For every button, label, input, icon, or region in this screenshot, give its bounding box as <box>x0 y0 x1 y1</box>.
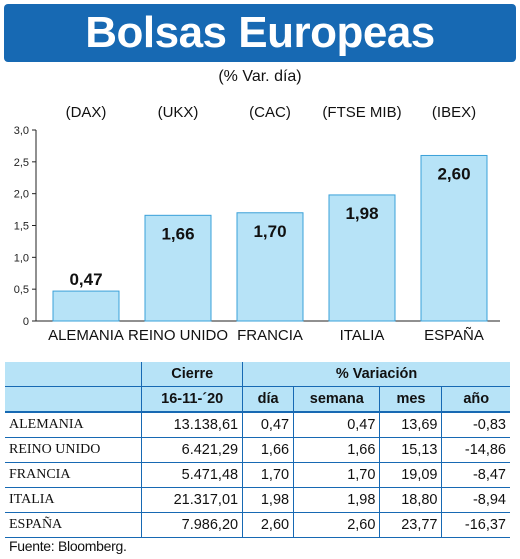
bar <box>52 290 120 322</box>
bar-value-label: 0,47 <box>69 270 102 289</box>
row-country: ESPAÑA <box>5 512 142 538</box>
y-tick-label: 0,5 <box>14 284 29 296</box>
bar-value-label: 1,98 <box>345 204 378 223</box>
row-mes: 13,69 <box>379 412 442 438</box>
index-label: (FTSE MIB) <box>322 104 401 121</box>
row-anio: -16,37 <box>441 512 510 538</box>
bar-value-label: 1,66 <box>161 224 194 243</box>
bar <box>420 154 488 322</box>
bar-value-label: 1,70 <box>253 222 286 241</box>
category-label: REINO UNIDO <box>128 327 228 344</box>
index-label: (CAC) <box>249 104 291 121</box>
y-tick-label: 2,5 <box>14 157 29 169</box>
table-row: ALEMANIA 13.138,61 0,47 0,47 13,69 -0,83 <box>5 412 510 438</box>
row-country: FRANCIA <box>5 462 142 488</box>
header-mes: mes <box>379 386 442 413</box>
table-row: FRANCIA 5.471,48 1,70 1,70 19,09 -8,47 <box>5 462 510 488</box>
chart-subtitle: (% Var. día) <box>218 68 302 85</box>
row-close: 21.317,01 <box>141 487 243 513</box>
row-anio: -8,94 <box>441 487 510 513</box>
table-corner <box>5 362 142 387</box>
row-anio: -8,47 <box>441 462 510 488</box>
row-anio: -14,86 <box>441 437 510 463</box>
header-semana: semana <box>293 386 380 413</box>
index-label: (IBEX) <box>432 104 476 121</box>
row-country: REINO UNIDO <box>5 437 142 463</box>
table-row: ESPAÑA 7.986,20 2,60 2,60 23,77 -16,37 <box>5 512 510 538</box>
category-label: FRANCIA <box>237 327 303 344</box>
row-dia: 0,47 <box>242 412 294 438</box>
bar <box>144 214 212 322</box>
row-country: ALEMANIA <box>5 412 142 438</box>
category-label: ALEMANIA <box>48 327 124 344</box>
table-corner-2 <box>5 386 142 413</box>
category-label: ESPAÑA <box>424 327 484 344</box>
table-row: REINO UNIDO 6.421,29 1,66 1,66 15,13 -14… <box>5 437 510 463</box>
row-mes: 18,80 <box>379 487 442 513</box>
y-tick-label: 0 <box>23 316 29 328</box>
y-tick-label: 1,5 <box>14 221 29 233</box>
y-tick-label: 3,0 <box>14 125 29 137</box>
row-semana: 1,70 <box>293 462 380 488</box>
row-close: 5.471,48 <box>141 462 243 488</box>
header-variacion: % Variación <box>242 362 510 387</box>
row-semana: 1,98 <box>293 487 380 513</box>
header-anio: año <box>441 386 510 413</box>
title-banner: Bolsas Europeas <box>4 4 516 62</box>
table-row: ITALIA 21.317,01 1,98 1,98 18,80 -8,94 <box>5 487 510 513</box>
row-close: 13.138,61 <box>141 412 243 438</box>
row-anio: -0,83 <box>441 412 510 438</box>
header-dia: día <box>242 386 294 413</box>
row-dia: 2,60 <box>242 512 294 538</box>
row-country: ITALIA <box>5 487 142 513</box>
chart-title: Bolsas Europeas <box>85 8 435 57</box>
row-close: 6.421,29 <box>141 437 243 463</box>
row-close: 7.986,20 <box>141 512 243 538</box>
row-semana: 0,47 <box>293 412 380 438</box>
category-label: ITALIA <box>340 327 385 344</box>
index-label: (DAX) <box>66 104 107 121</box>
row-dia: 1,98 <box>242 487 294 513</box>
row-semana: 2,60 <box>293 512 380 538</box>
row-mes: 23,77 <box>379 512 442 538</box>
bar <box>236 212 304 322</box>
header-cierre: Cierre <box>141 362 243 387</box>
header-date: 16-11-´20 <box>141 386 243 413</box>
y-tick-label: 1,0 <box>14 252 29 264</box>
row-dia: 1,70 <box>242 462 294 488</box>
index-label: (UKX) <box>158 104 199 121</box>
source-note: Fuente: Bloomberg. <box>9 538 127 554</box>
bar <box>328 194 396 322</box>
row-dia: 1,66 <box>242 437 294 463</box>
bar-value-label: 2,60 <box>437 164 470 183</box>
row-mes: 19,09 <box>379 462 442 488</box>
data-table: Cierre % Variación 16-11-´20 día semana … <box>5 362 510 538</box>
bar-chart: 0 0,5 1,0 1,5 2,0 2,5 3,0 0,47 (DAX) ALEMANIA 1,66… <box>14 104 500 344</box>
y-tick-label: 2,0 <box>14 189 29 201</box>
row-semana: 1,66 <box>293 437 380 463</box>
row-mes: 15,13 <box>379 437 442 463</box>
